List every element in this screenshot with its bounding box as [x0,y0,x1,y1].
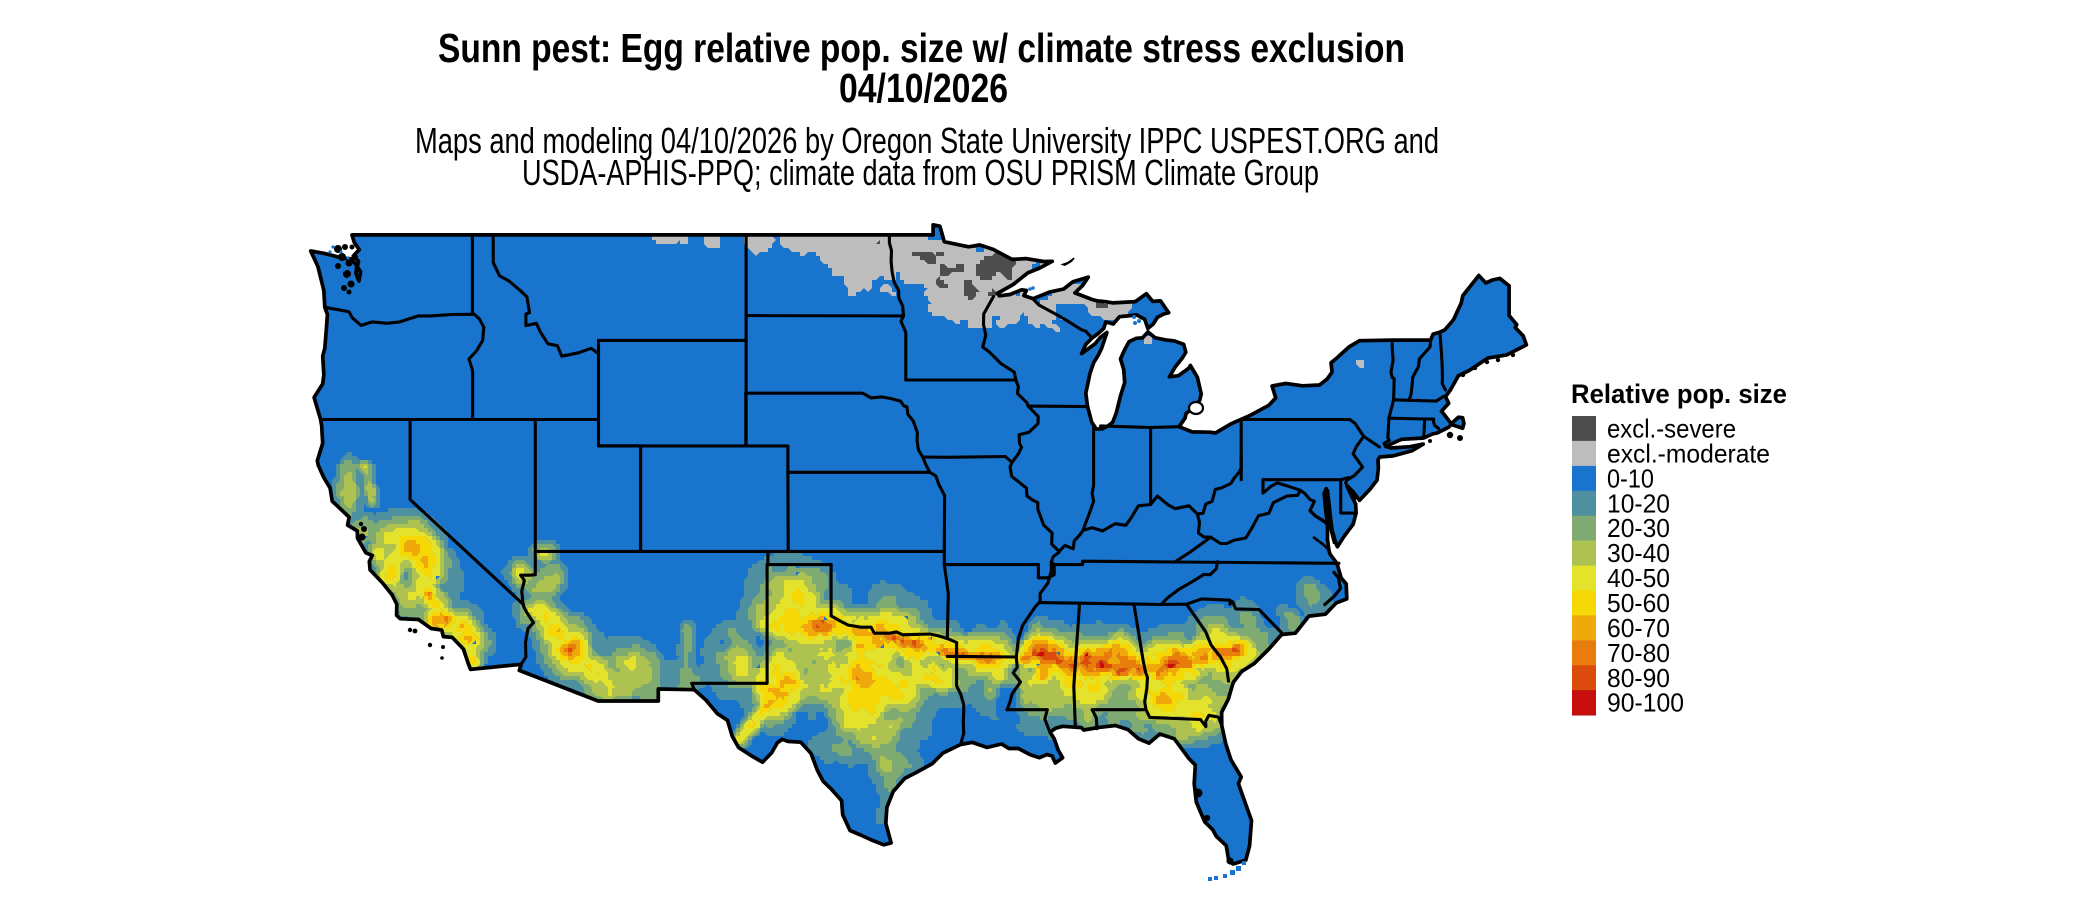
svg-text:60-70: 60-70 [1607,613,1670,643]
svg-text:90-100: 90-100 [1607,688,1684,718]
svg-text:Sunn pest: Egg relative pop. s: Sunn pest: Egg relative pop. size w/ cli… [438,25,1405,71]
svg-text:0-10: 0-10 [1607,463,1654,493]
svg-text:20-30: 20-30 [1607,513,1670,543]
svg-text:04/10/2026: 04/10/2026 [839,65,1008,111]
svg-text:30-40: 30-40 [1607,538,1670,568]
svg-text:Maps and modeling 04/10/2026 b: Maps and modeling 04/10/2026 by Oregon S… [415,120,1439,161]
svg-text:50-60: 50-60 [1607,588,1670,618]
svg-text:Relative pop. size: Relative pop. size [1571,379,1787,409]
svg-text:10-20: 10-20 [1607,488,1670,518]
svg-text:excl.-severe: excl.-severe [1607,414,1736,444]
svg-text:USDA-APHIS-PPQ; climate data f: USDA-APHIS-PPQ; climate data from OSU PR… [522,152,1319,193]
svg-text:80-90: 80-90 [1607,663,1670,693]
svg-text:70-80: 70-80 [1607,638,1670,668]
svg-text:excl.-moderate: excl.-moderate [1607,438,1770,468]
svg-text:40-50: 40-50 [1607,563,1670,593]
